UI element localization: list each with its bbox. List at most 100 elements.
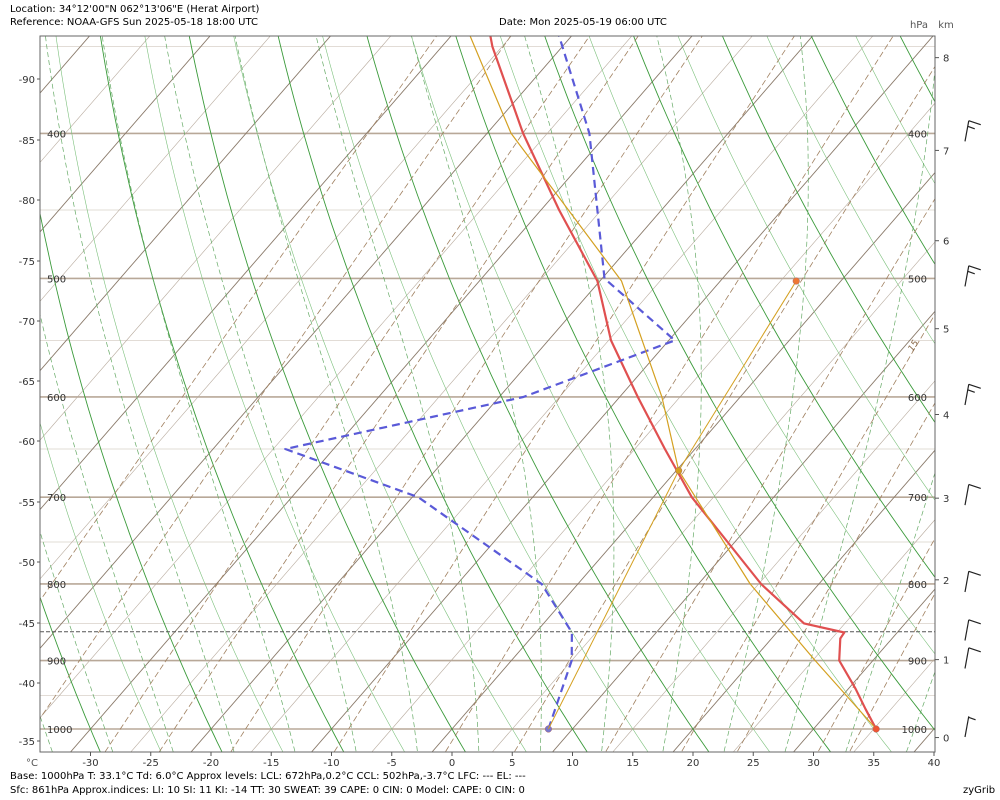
moist-adiabat <box>411 36 542 752</box>
km-tick-label: 2 <box>943 576 949 587</box>
isotherm <box>40 36 392 441</box>
isotherm <box>732 519 935 752</box>
moist-adiabat <box>906 670 935 752</box>
pressure-label-left: 600 <box>47 393 66 404</box>
x-tick-label: -25 <box>143 758 159 769</box>
moist-adiabat <box>315 36 480 752</box>
wind-barb <box>964 265 981 287</box>
mixing-ratio-line <box>230 36 703 752</box>
pressure-label-right: 400 <box>908 129 927 140</box>
isotherm <box>551 310 935 752</box>
lcl-point <box>675 467 683 475</box>
dry-adiabat <box>366 36 710 752</box>
location-label: Location: 34°12'00"N 062°13'06"E (Herat … <box>10 4 260 15</box>
moist-adiabat <box>524 36 615 752</box>
isotherm <box>40 36 512 580</box>
moist-adiabat <box>784 65 935 752</box>
footer-indices: Sfc: 861hPa Approx.indices: LI: 10 SI: 1… <box>10 785 525 796</box>
dry-adiabat <box>277 36 588 752</box>
isotherm <box>792 588 935 752</box>
x-tick-label: 20 <box>687 758 700 769</box>
x-tick-label: -15 <box>263 758 279 769</box>
left-tick-label: -90 <box>19 75 35 86</box>
pressure-label-left: 700 <box>47 493 66 504</box>
isotherm <box>69 36 693 752</box>
parcel-line <box>469 36 877 730</box>
mixing-ratio-line <box>333 36 795 752</box>
hpa-unit: hPa <box>910 20 928 31</box>
left-tick-label: -80 <box>19 196 35 207</box>
left-tick-label: -35 <box>19 737 35 748</box>
date-label: Date: Mon 2025-05-19 06:00 UTC <box>499 17 667 28</box>
isotherm <box>0 0 438 767</box>
wind-barb <box>964 383 981 406</box>
isotherm <box>190 36 814 752</box>
dry-adiabat <box>881 0 1000 767</box>
dry-adiabat <box>40 211 223 752</box>
wind-barb <box>964 647 981 669</box>
km-tick-label: 1 <box>943 656 949 667</box>
moist-adiabat <box>845 471 935 752</box>
left-tick-label: -65 <box>19 377 35 388</box>
moist-adiabat <box>40 312 174 752</box>
dry-adiabat <box>188 36 467 752</box>
moist-adiabat <box>45 36 235 752</box>
km-tick-label: 3 <box>943 494 949 505</box>
isotherm <box>310 36 934 752</box>
x-tick-label: 35 <box>867 758 880 769</box>
mixing-ratio-line <box>817 537 935 752</box>
dry-adiabat <box>855 36 935 185</box>
mixing-ratio-line <box>104 36 591 752</box>
pressure-label-left: 500 <box>47 274 66 285</box>
x-tick-label: 5 <box>509 758 515 769</box>
x-tick-label: -10 <box>323 758 339 769</box>
moist-adiabat <box>101 36 296 752</box>
km-tick-label: 7 <box>943 146 949 157</box>
dry-adiabat <box>40 595 101 752</box>
x-tick-label: 0 <box>449 758 455 769</box>
left-tick-label: -50 <box>19 558 35 569</box>
isotherm <box>0 0 76 767</box>
x-tick-label: 25 <box>747 758 760 769</box>
dry-adiabat <box>776 0 1000 767</box>
dry-adiabat <box>916 0 1000 767</box>
km-tick-label: 8 <box>943 54 949 65</box>
isotherm <box>913 727 935 752</box>
dry-adiabat <box>544 36 935 732</box>
km-tick-label: 6 <box>943 237 949 248</box>
pressure-label-left: 900 <box>47 657 66 668</box>
mixing-ratio-line <box>513 65 935 752</box>
pressure-label-right: 700 <box>908 493 927 504</box>
km-tick-label: 4 <box>943 410 949 421</box>
dry-adiabat <box>677 36 935 501</box>
isotherm <box>130 36 753 752</box>
dry-adiabat <box>322 36 649 752</box>
dry-adiabat <box>55 36 284 752</box>
isotherm <box>0 0 378 767</box>
ccl-point <box>792 277 800 285</box>
dry-adiabat <box>741 0 1000 767</box>
pressure-label-right: 800 <box>908 580 927 591</box>
x-tick-label: 30 <box>807 758 820 769</box>
dry-adiabat <box>588 36 935 655</box>
mixing-ratio-line <box>680 313 935 752</box>
mixing-ratio-line <box>848 592 935 752</box>
dry-adiabat <box>986 0 1000 767</box>
left-tick-label: -45 <box>19 619 35 630</box>
isotherm <box>672 449 935 752</box>
isotherm <box>0 0 498 767</box>
isotherm <box>491 241 935 752</box>
pressure-label-left: 400 <box>47 129 66 140</box>
reference-label: Reference: NOAA-GFS Sun 2025-05-18 18:00… <box>10 17 258 28</box>
moist-adiabat <box>164 36 357 752</box>
dry-adiabat <box>99 36 345 752</box>
left-tick-label: -55 <box>19 498 35 509</box>
pressure-label-right: 500 <box>908 274 927 285</box>
dry-adiabat <box>721 36 935 424</box>
moist-adiabat <box>723 36 809 752</box>
dry-adiabat <box>899 36 935 103</box>
x-tick-label: 40 <box>928 758 941 769</box>
dry-adiabat <box>499 36 892 752</box>
left-tick-label: -75 <box>19 257 35 268</box>
